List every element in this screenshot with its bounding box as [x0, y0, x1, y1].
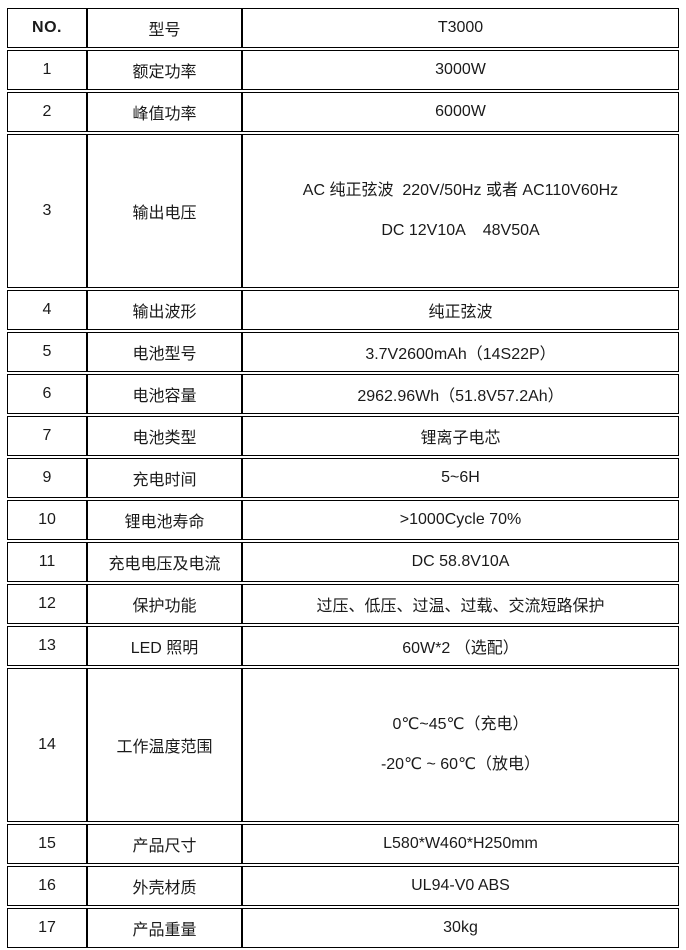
table-row: 14 工作温度范围 0℃~45℃（充电） -20℃ ~ 60℃（放电）	[7, 668, 679, 822]
row-label-cell: LED 照明	[87, 626, 242, 666]
table-row: 1 额定功率 3000W	[7, 50, 679, 90]
table-row: 10 锂电池寿命 >1000Cycle 70%	[7, 500, 679, 540]
row-value-cell: 0℃~45℃（充电） -20℃ ~ 60℃（放电）	[242, 668, 679, 822]
row-value-line: 0℃~45℃（充电）	[392, 716, 529, 733]
row-no-cell: 14	[7, 668, 87, 822]
row-label-cell: 电池类型	[87, 416, 242, 456]
row-no-cell: 13	[7, 626, 87, 666]
row-value-cell: 30kg	[242, 908, 679, 948]
row-label-cell: 额定功率	[87, 50, 242, 90]
table-row: 5 电池型号 3.7V2600mAh（14S22P）	[7, 332, 679, 372]
table-row: 6 电池容量 2962.96Wh（51.8V57.2Ah）	[7, 374, 679, 414]
row-value-cell: >1000Cycle 70%	[242, 500, 679, 540]
row-value-cell: AC 纯正弦波 220V/50Hz 或者 AC110V60Hz DC 12V10…	[242, 134, 679, 288]
header-value-cell: T3000	[242, 8, 679, 48]
table-row: 17 产品重量 30kg	[7, 908, 679, 948]
row-label-cell: 产品重量	[87, 908, 242, 948]
row-no-cell: 2	[7, 92, 87, 132]
row-value-cell: DC 58.8V10A	[242, 542, 679, 582]
row-no-cell: 17	[7, 908, 87, 948]
row-label-cell: 电池容量	[87, 374, 242, 414]
row-label-cell: 电池型号	[87, 332, 242, 372]
table-row: 9 充电时间 5~6H	[7, 458, 679, 498]
row-no-cell: 7	[7, 416, 87, 456]
row-value-cell: 6000W	[242, 92, 679, 132]
header-row: NO. 型号 T3000	[7, 8, 679, 48]
row-value-cell: 5~6H	[242, 458, 679, 498]
row-no-cell: 10	[7, 500, 87, 540]
row-value-cell: 纯正弦波	[242, 290, 679, 330]
row-label-cell: 充电电压及电流	[87, 542, 242, 582]
row-no-cell: 6	[7, 374, 87, 414]
row-label-cell: 峰值功率	[87, 92, 242, 132]
row-no-cell: 9	[7, 458, 87, 498]
row-label-cell: 工作温度范围	[87, 668, 242, 822]
row-value-line: DC 12V10A 48V50A	[381, 222, 540, 239]
row-value-line: -20℃ ~ 60℃（放电）	[380, 756, 541, 773]
table-row: 3 输出电压 AC 纯正弦波 220V/50Hz 或者 AC110V60Hz D…	[7, 134, 679, 288]
row-value-cell: 3.7V2600mAh（14S22P）	[242, 332, 679, 372]
row-no-cell: 1	[7, 50, 87, 90]
row-value-cell: UL94-V0 ABS	[242, 866, 679, 906]
row-value-cell: 锂离子电芯	[242, 416, 679, 456]
spec-sheet-page: NO. 型号 T3000 1 额定功率 3000W 2 峰值功率 6000W 3…	[7, 8, 679, 948]
header-no-cell: NO.	[7, 8, 87, 48]
row-label-cell: 保护功能	[87, 584, 242, 624]
table-row: 11 充电电压及电流 DC 58.8V10A	[7, 542, 679, 582]
row-label-cell: 外壳材质	[87, 866, 242, 906]
row-no-cell: 16	[7, 866, 87, 906]
row-label-cell: 锂电池寿命	[87, 500, 242, 540]
table-row: 2 峰值功率 6000W	[7, 92, 679, 132]
table-row: 4 输出波形 纯正弦波	[7, 290, 679, 330]
row-no-cell: 12	[7, 584, 87, 624]
row-value-line: AC 纯正弦波 220V/50Hz 或者 AC110V60Hz	[302, 182, 619, 199]
row-no-cell: 5	[7, 332, 87, 372]
row-label-cell: 充电时间	[87, 458, 242, 498]
row-label-cell: 输出电压	[87, 134, 242, 288]
header-label-cell: 型号	[87, 8, 242, 48]
spec-table: NO. 型号 T3000 1 额定功率 3000W 2 峰值功率 6000W 3…	[7, 6, 679, 950]
row-no-cell: 11	[7, 542, 87, 582]
table-row: 12 保护功能 过压、低压、过温、过载、交流短路保护	[7, 584, 679, 624]
row-value-cell: 3000W	[242, 50, 679, 90]
table-row: 7 电池类型 锂离子电芯	[7, 416, 679, 456]
row-no-cell: 15	[7, 824, 87, 864]
table-row: 16 外壳材质 UL94-V0 ABS	[7, 866, 679, 906]
row-no-cell: 3	[7, 134, 87, 288]
row-label-cell: 输出波形	[87, 290, 242, 330]
table-row: 13 LED 照明 60W*2 （选配）	[7, 626, 679, 666]
row-value-cell: 过压、低压、过温、过载、交流短路保护	[242, 584, 679, 624]
row-value-cell: 60W*2 （选配）	[242, 626, 679, 666]
row-value-cell: L580*W460*H250mm	[242, 824, 679, 864]
row-no-cell: 4	[7, 290, 87, 330]
table-row: 15 产品尺寸 L580*W460*H250mm	[7, 824, 679, 864]
row-value-cell: 2962.96Wh（51.8V57.2Ah）	[242, 374, 679, 414]
row-label-cell: 产品尺寸	[87, 824, 242, 864]
